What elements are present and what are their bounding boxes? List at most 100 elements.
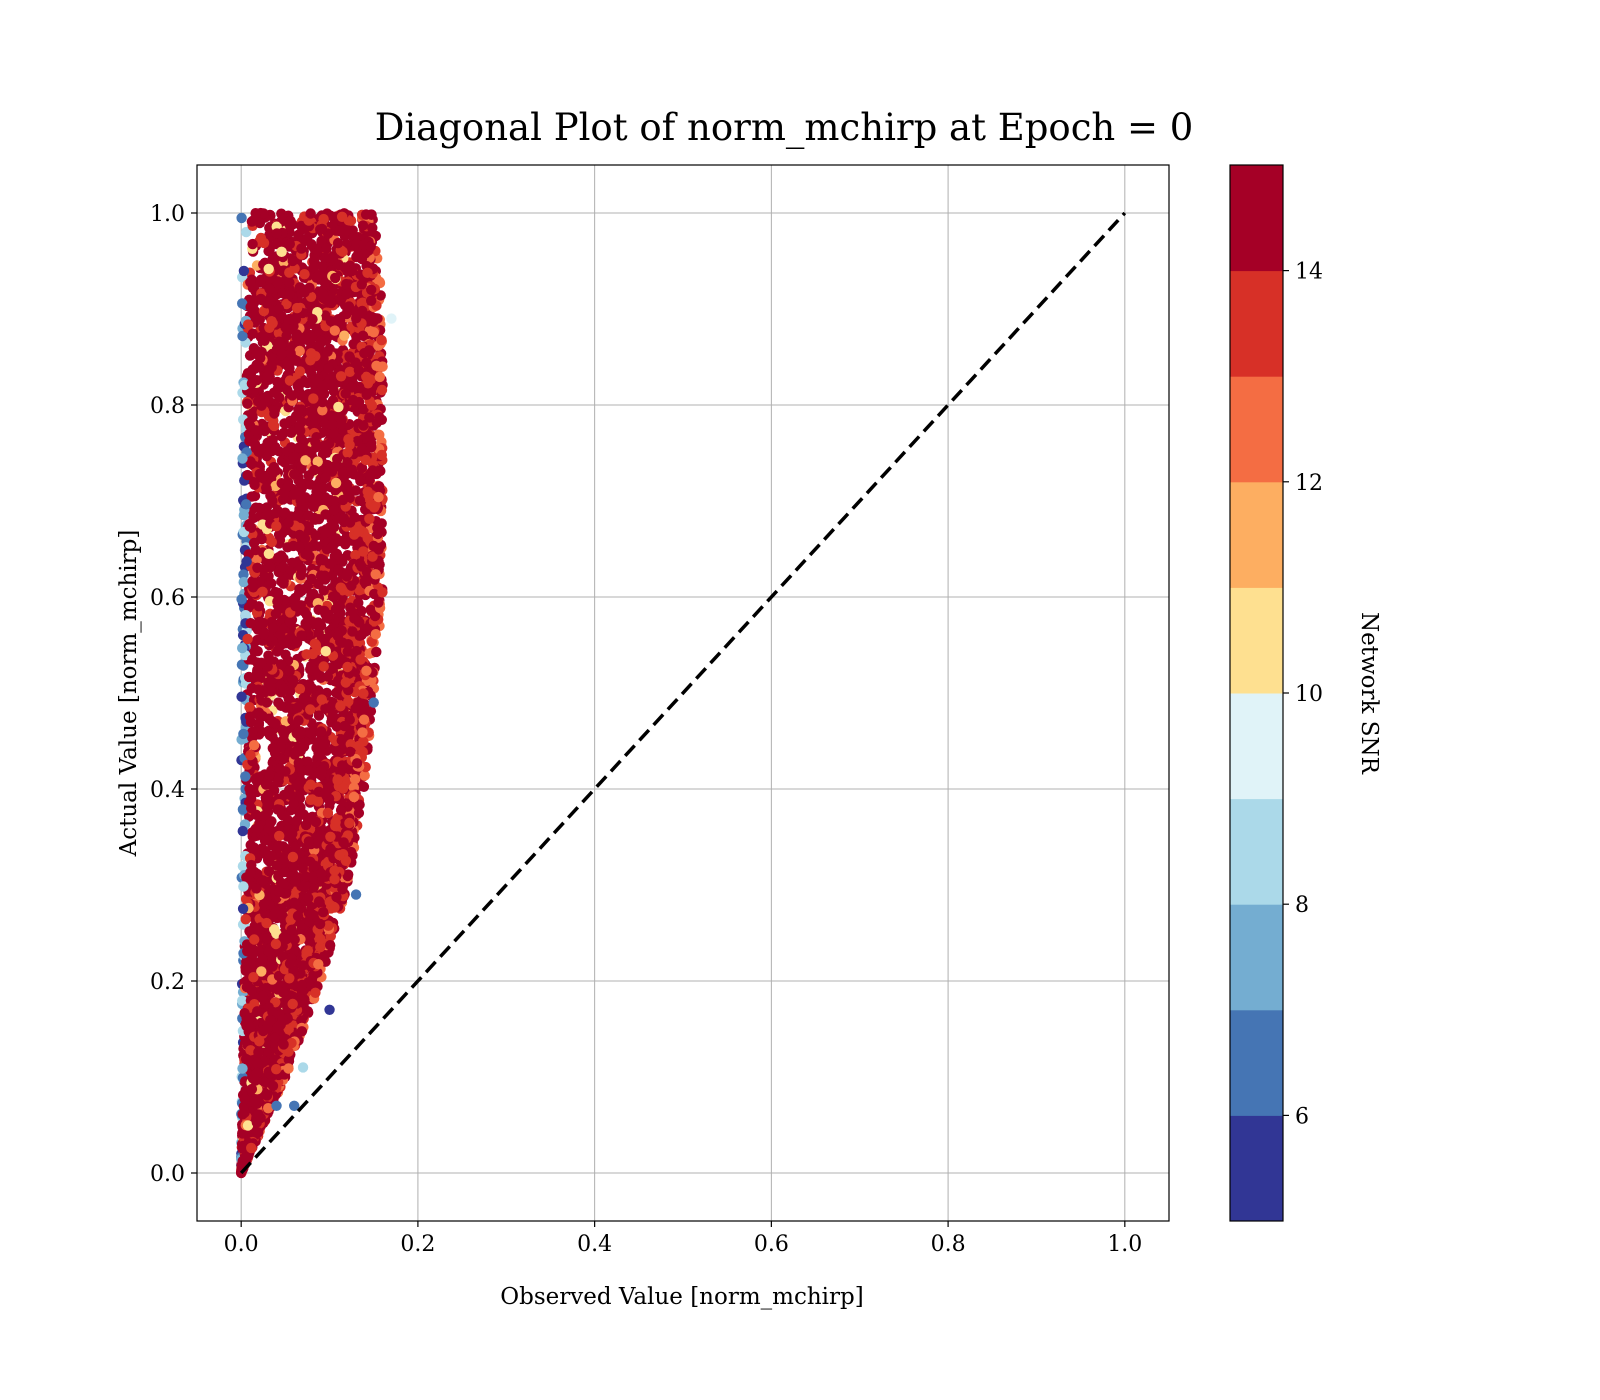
scatter-point [334, 849, 345, 861]
scatter-point [270, 718, 281, 729]
scatter-point [295, 726, 306, 737]
scatter-point [346, 580, 357, 591]
scatter-point [280, 322, 291, 333]
scatter-point [291, 779, 302, 791]
scatter-point [278, 683, 290, 694]
scatter-point [247, 582, 259, 593]
scatter-point [263, 548, 275, 559]
scatter-point [272, 596, 283, 607]
scatter-point [252, 1058, 264, 1070]
scatter-point [305, 479, 316, 490]
scatter-point [240, 965, 251, 976]
scatter-point [254, 511, 265, 522]
scatter-point [273, 644, 284, 655]
scatter-point [314, 339, 325, 351]
scatter-point [325, 831, 336, 842]
scatter-point [361, 389, 372, 400]
scatter-point [274, 804, 285, 815]
scatter-point [238, 576, 249, 588]
scatter-point [269, 924, 280, 935]
scatter-point [292, 509, 304, 520]
scatter-point [366, 400, 378, 411]
scatter-point [289, 749, 300, 760]
scatter-point [250, 425, 262, 436]
scatter-point [236, 594, 247, 605]
scatter-point [306, 908, 317, 920]
scatter-point [239, 1093, 250, 1105]
scatter-point [242, 469, 253, 481]
scatter-point [364, 513, 375, 524]
scatter-point [278, 561, 289, 573]
scatter-point [317, 396, 328, 408]
scatter-point [252, 646, 263, 657]
scatter-point [252, 562, 263, 573]
scatter-point [366, 284, 377, 295]
scatter-point [249, 1096, 260, 1108]
scatter-point [269, 408, 280, 419]
scatter-point [350, 549, 361, 561]
scatter-point [353, 526, 364, 537]
scatter-point [281, 298, 292, 310]
scatter-point [246, 491, 257, 502]
scatter-point [342, 457, 353, 468]
scatter-point [326, 542, 337, 553]
scatter-point [262, 371, 273, 382]
scatter-point [236, 691, 247, 702]
scatter-point [353, 597, 364, 609]
scatter-point [300, 548, 311, 560]
scatter-point [275, 659, 287, 670]
scatter-point [351, 238, 362, 249]
scatter-point [316, 261, 328, 272]
scatter-point [303, 892, 314, 904]
scatter-point [338, 837, 349, 848]
scatter-point [320, 472, 331, 483]
scatter-point [335, 371, 347, 382]
scatter-point [373, 481, 385, 492]
scatter-point [303, 524, 314, 536]
scatter-point [316, 765, 327, 776]
scatter-point [270, 938, 282, 950]
scatter-point [242, 398, 253, 409]
scatter-point [318, 555, 329, 566]
scatter-point [264, 596, 276, 607]
scatter-point [358, 714, 370, 725]
scatter-point [324, 438, 335, 449]
scatter-point [325, 316, 337, 327]
scatter-point [359, 770, 370, 781]
scatter-point [323, 363, 334, 374]
scatter-point [353, 740, 365, 752]
scatter-point [286, 427, 297, 438]
scatter-point [262, 726, 273, 737]
scatter-point [353, 807, 365, 819]
scatter-point [358, 688, 369, 699]
scatter-point [253, 1109, 264, 1120]
scatter-point [271, 860, 283, 871]
scatter-point [317, 405, 328, 416]
scatter-point [252, 822, 264, 833]
scatter-point [237, 330, 248, 342]
scatter-point [237, 642, 248, 654]
scatter-point [361, 665, 372, 676]
scatter-point [261, 697, 272, 708]
scatter-point [327, 710, 338, 721]
scatter-point [313, 710, 325, 721]
scatter-point [336, 211, 348, 222]
scatter-point [320, 527, 331, 538]
scatter-point [344, 352, 356, 363]
scatter-point [240, 771, 251, 782]
scatter-point [266, 536, 277, 548]
scatter-point [300, 737, 311, 748]
scatter-point [273, 871, 284, 882]
scatter-point [349, 774, 361, 785]
scatter-point [267, 419, 279, 430]
scatter-point [261, 835, 272, 846]
scatter-point [265, 817, 276, 828]
scatter-point [365, 374, 376, 385]
scatter-point [305, 208, 316, 219]
scatter-point [258, 617, 269, 629]
scatter-point [255, 277, 266, 288]
scatter-point [374, 371, 385, 383]
scatter-point [250, 774, 262, 785]
scatter-point [348, 338, 359, 350]
scatter-point [243, 671, 255, 683]
